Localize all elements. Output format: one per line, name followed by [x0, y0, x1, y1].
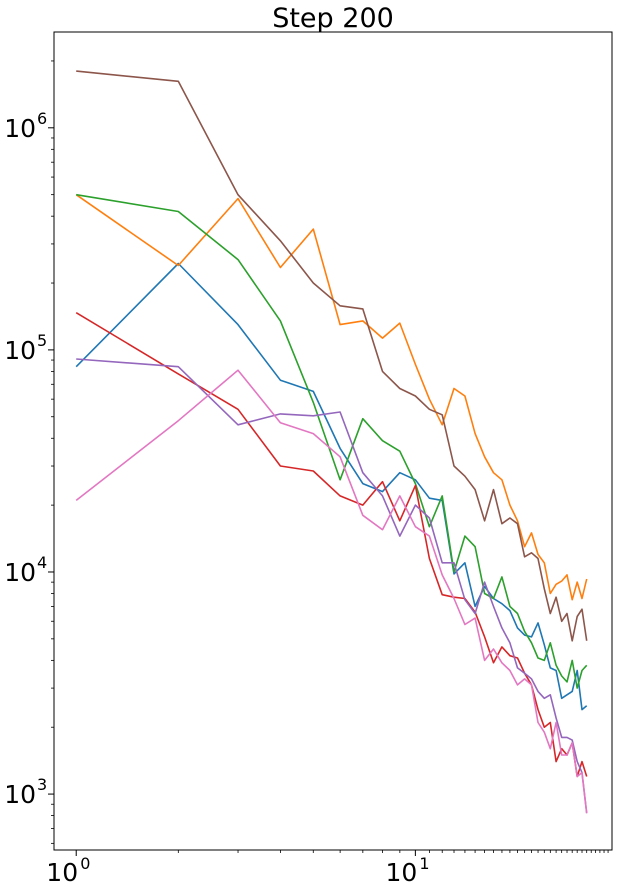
- y-tick-label-3: 10: [4, 336, 36, 365]
- series-line-2: [75, 194, 588, 601]
- series-line-7: [75, 369, 588, 814]
- y-tick-label-2: 10: [4, 558, 36, 587]
- series-layer: [75, 70, 588, 814]
- series-line-5: [76, 358, 588, 814]
- y-tick-exponent-3: 5: [37, 331, 47, 350]
- y-tick-exponent-4: 6: [37, 109, 47, 128]
- series-line-6: [76, 70, 588, 642]
- y-tick-exponent-2: 4: [37, 553, 47, 572]
- x-axis: 10 0 10 1: [46, 850, 609, 887]
- x-tick-exponent-2: 1: [419, 854, 429, 873]
- series-line-4: [75, 312, 588, 778]
- y-tick-exponent-1: 3: [37, 775, 47, 794]
- x-tick-label-2: 10: [385, 858, 417, 887]
- y-tick-label-1: 10: [4, 780, 36, 809]
- x-tick-label-1: 10: [46, 858, 78, 887]
- x-tick-exponent-1: 0: [80, 854, 90, 873]
- chart-title: Step 200: [272, 3, 394, 34]
- plot-frame: [53, 31, 613, 851]
- y-tick-label-4: 10: [4, 114, 36, 143]
